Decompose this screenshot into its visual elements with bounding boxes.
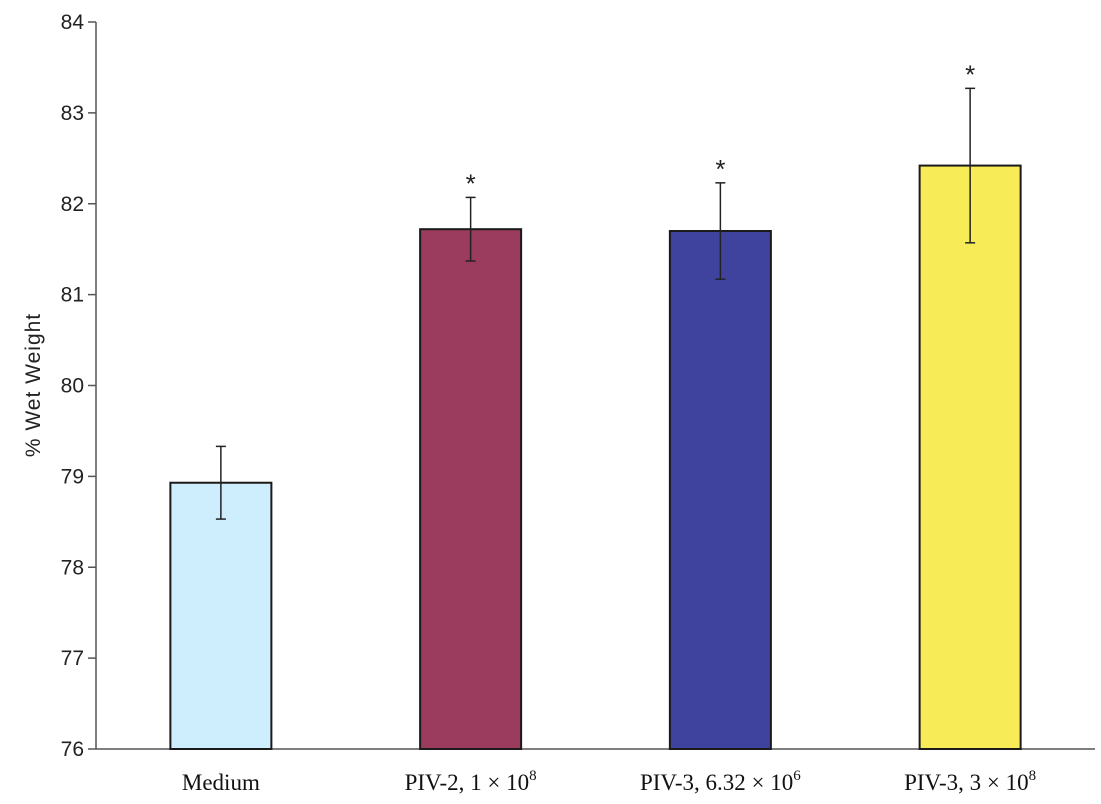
y-axis-ticks: 76 77 78 79 80 81 82 83 84 <box>61 11 96 761</box>
bar <box>668 230 772 750</box>
y-tick-label: 77 <box>61 647 84 670</box>
y-tick-label: 78 <box>61 556 84 579</box>
y-tick-label: 82 <box>61 193 84 216</box>
x-tick-label-exponent: 6 <box>793 768 801 784</box>
y-tick-label: 79 <box>61 465 84 488</box>
y-tick-label: 80 <box>61 375 84 398</box>
y-axis-label: % Wet Weight <box>22 313 45 457</box>
significance-star: * <box>715 154 725 184</box>
x-tick-label-text: PIV-2, 1 × 10 <box>405 770 530 795</box>
x-tick-label-exponent: 8 <box>1029 768 1037 784</box>
bars <box>169 164 1022 750</box>
x-tick-label-exponent: 8 <box>529 768 537 784</box>
x-tick-label-text: PIV-3, 6.32 × 10 <box>640 770 793 795</box>
y-tick-label: 83 <box>61 102 84 125</box>
significance-markers: * * * <box>466 59 976 198</box>
bar <box>419 228 523 750</box>
x-axis-labels: Medium PIV-2, 1 × 108 PIV-3, 6.32 × 106 PIV… <box>182 768 1036 795</box>
y-tick-label: 76 <box>61 738 84 761</box>
x-tick-label: PIV-2, 1 × 108 <box>405 768 537 795</box>
x-tick-label: Medium <box>182 770 260 795</box>
bar <box>918 164 1022 750</box>
x-tick-label-text: Medium <box>182 770 260 795</box>
y-tick-label: 81 <box>61 284 84 307</box>
error-bars <box>215 87 976 520</box>
x-tick-label: PIV-3, 6.32 × 106 <box>640 768 801 795</box>
y-tick-label: 84 <box>61 11 85 34</box>
bar <box>169 481 273 750</box>
x-tick-label: PIV-3, 3 × 108 <box>904 768 1036 795</box>
x-tick-label-text: PIV-3, 3 × 10 <box>904 770 1029 795</box>
significance-star: * <box>965 59 975 89</box>
significance-star: * <box>466 168 476 198</box>
